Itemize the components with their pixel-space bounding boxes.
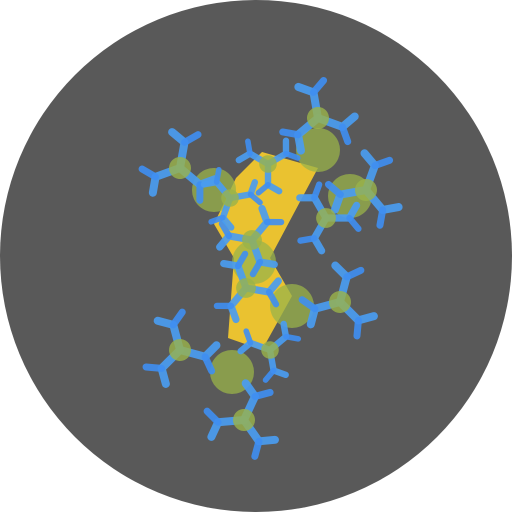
- app-icon: [0, 0, 512, 512]
- fractal-pinwheel-logo: [0, 0, 512, 512]
